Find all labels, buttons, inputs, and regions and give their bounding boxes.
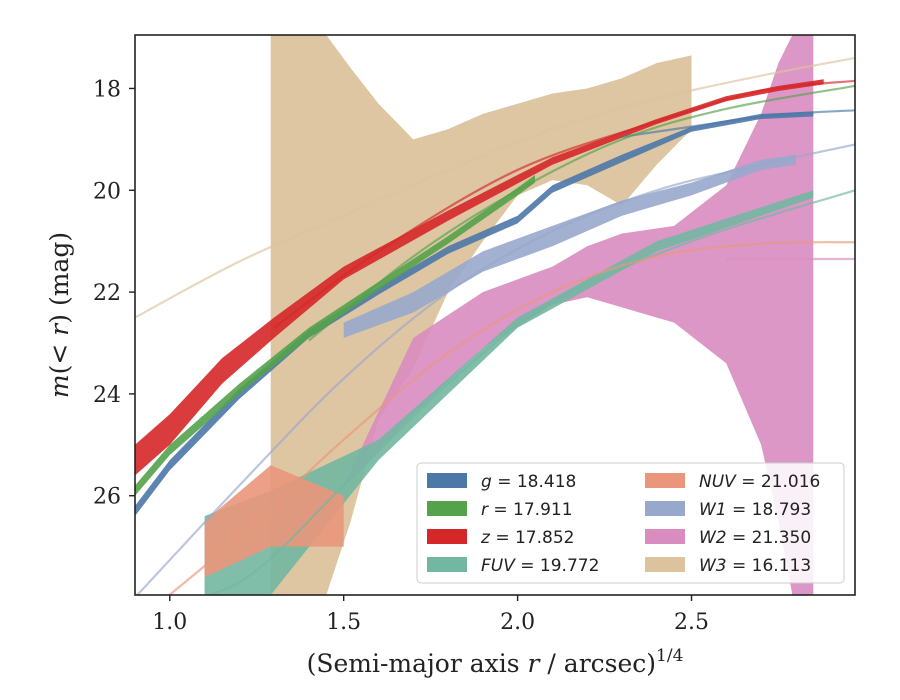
- legend-label-nuv: NUV = 21.016: [699, 472, 820, 492]
- fit-line-w3: [135, 56, 855, 319]
- legend-var-g: g: [481, 472, 492, 492]
- x-tick-label: 2.5: [674, 610, 709, 635]
- legend-label-fuv: FUV = 19.772: [481, 556, 599, 576]
- legend-var-w3: W3: [699, 556, 727, 576]
- legend-label-w1: W1 = 18.793: [699, 500, 811, 520]
- legend-value-w3: = 16.113: [727, 556, 812, 576]
- legend-swatch-nuv: [645, 473, 685, 488]
- legend-swatch-r: [427, 501, 467, 516]
- fit-line-w1: [135, 143, 855, 595]
- fit-line-fuv: [203, 189, 855, 595]
- x-axis-label-main: (Semi-major axis: [307, 649, 528, 678]
- legend-value-w2: = 21.350: [727, 528, 812, 548]
- axis-ticks: 1.0 1.5 2.0 2.5 18 20 22 24 26: [93, 77, 709, 635]
- y-tick-label: 24: [93, 383, 121, 408]
- band-r: [135, 175, 535, 496]
- y-tick-label: 22: [93, 281, 121, 306]
- legend-value-nuv: = 21.016: [736, 472, 821, 492]
- y-axis-label-main: m: [45, 374, 74, 398]
- legend-swatch-fuv: [427, 557, 467, 572]
- y-axis-label: m(< r) (mag): [45, 232, 74, 398]
- y-axis-label-unit: (mag): [45, 232, 74, 314]
- legend-var-nuv: NUV: [699, 472, 737, 492]
- legend-var-z: z: [480, 528, 491, 548]
- plot-frame: [134, 34, 856, 596]
- band-w1: [343, 154, 796, 338]
- legend-swatch-w1: [645, 501, 685, 516]
- legend-var-r: r: [481, 500, 489, 520]
- x-tick-label: 1.5: [326, 610, 361, 635]
- legend-var-w2: W2: [699, 528, 727, 548]
- legend-value-fuv: = 19.772: [515, 556, 600, 576]
- legend-label-g: g = 18.418: [481, 472, 576, 492]
- legend-var-w1: W1: [699, 500, 727, 520]
- legend-label-r: r = 17.911: [481, 500, 573, 520]
- legend-label-w3: W3 = 16.113: [699, 556, 811, 576]
- x-axis-label: (Semi-major axis r / arcsec)1/4: [307, 646, 684, 678]
- legend-swatch-g: [427, 473, 467, 488]
- model-fit-curves: [135, 56, 855, 595]
- legend-var-fuv: FUV: [481, 556, 516, 576]
- fit-line-g: [621, 109, 855, 138]
- fit-line-r: [308, 84, 855, 342]
- band-fuv: [204, 190, 814, 595]
- y-tick-label: 20: [93, 179, 121, 204]
- legend-value-z: = 17.852: [490, 528, 575, 548]
- x-tick-label: 1.0: [152, 610, 187, 635]
- uncertainty-bands: [135, 35, 824, 595]
- fit-line-nuv: [167, 241, 855, 595]
- legend-swatch-z: [427, 529, 467, 544]
- y-axis-label-var: < r: [45, 322, 74, 365]
- y-tick-label: 26: [93, 485, 121, 510]
- legend-swatch-w2: [645, 529, 685, 544]
- x-axis-label-var: r: [528, 649, 542, 678]
- legend-box: [416, 462, 845, 584]
- x-tick-label: 2.0: [500, 610, 535, 635]
- legend-value-g: = 18.418: [492, 472, 577, 492]
- band-nuv: [204, 465, 344, 578]
- x-axis-label-unit: / arcsec): [539, 649, 656, 678]
- band-w2: [343, 35, 814, 595]
- legend-label-w2: W2 = 21.350: [699, 528, 811, 548]
- legend-value-w1: = 18.793: [727, 500, 812, 520]
- legend-swatch-w3: [645, 557, 685, 572]
- fit-line-z: [273, 79, 855, 329]
- legend-label-z: z = 17.852: [480, 528, 574, 548]
- y-tick-label: 18: [93, 77, 121, 102]
- y-axis-label-open: (: [45, 365, 74, 375]
- legend-value-r: = 17.911: [488, 500, 573, 520]
- x-axis-label-exponent: 1/4: [656, 646, 683, 666]
- y-axis-label-close: ): [45, 314, 74, 324]
